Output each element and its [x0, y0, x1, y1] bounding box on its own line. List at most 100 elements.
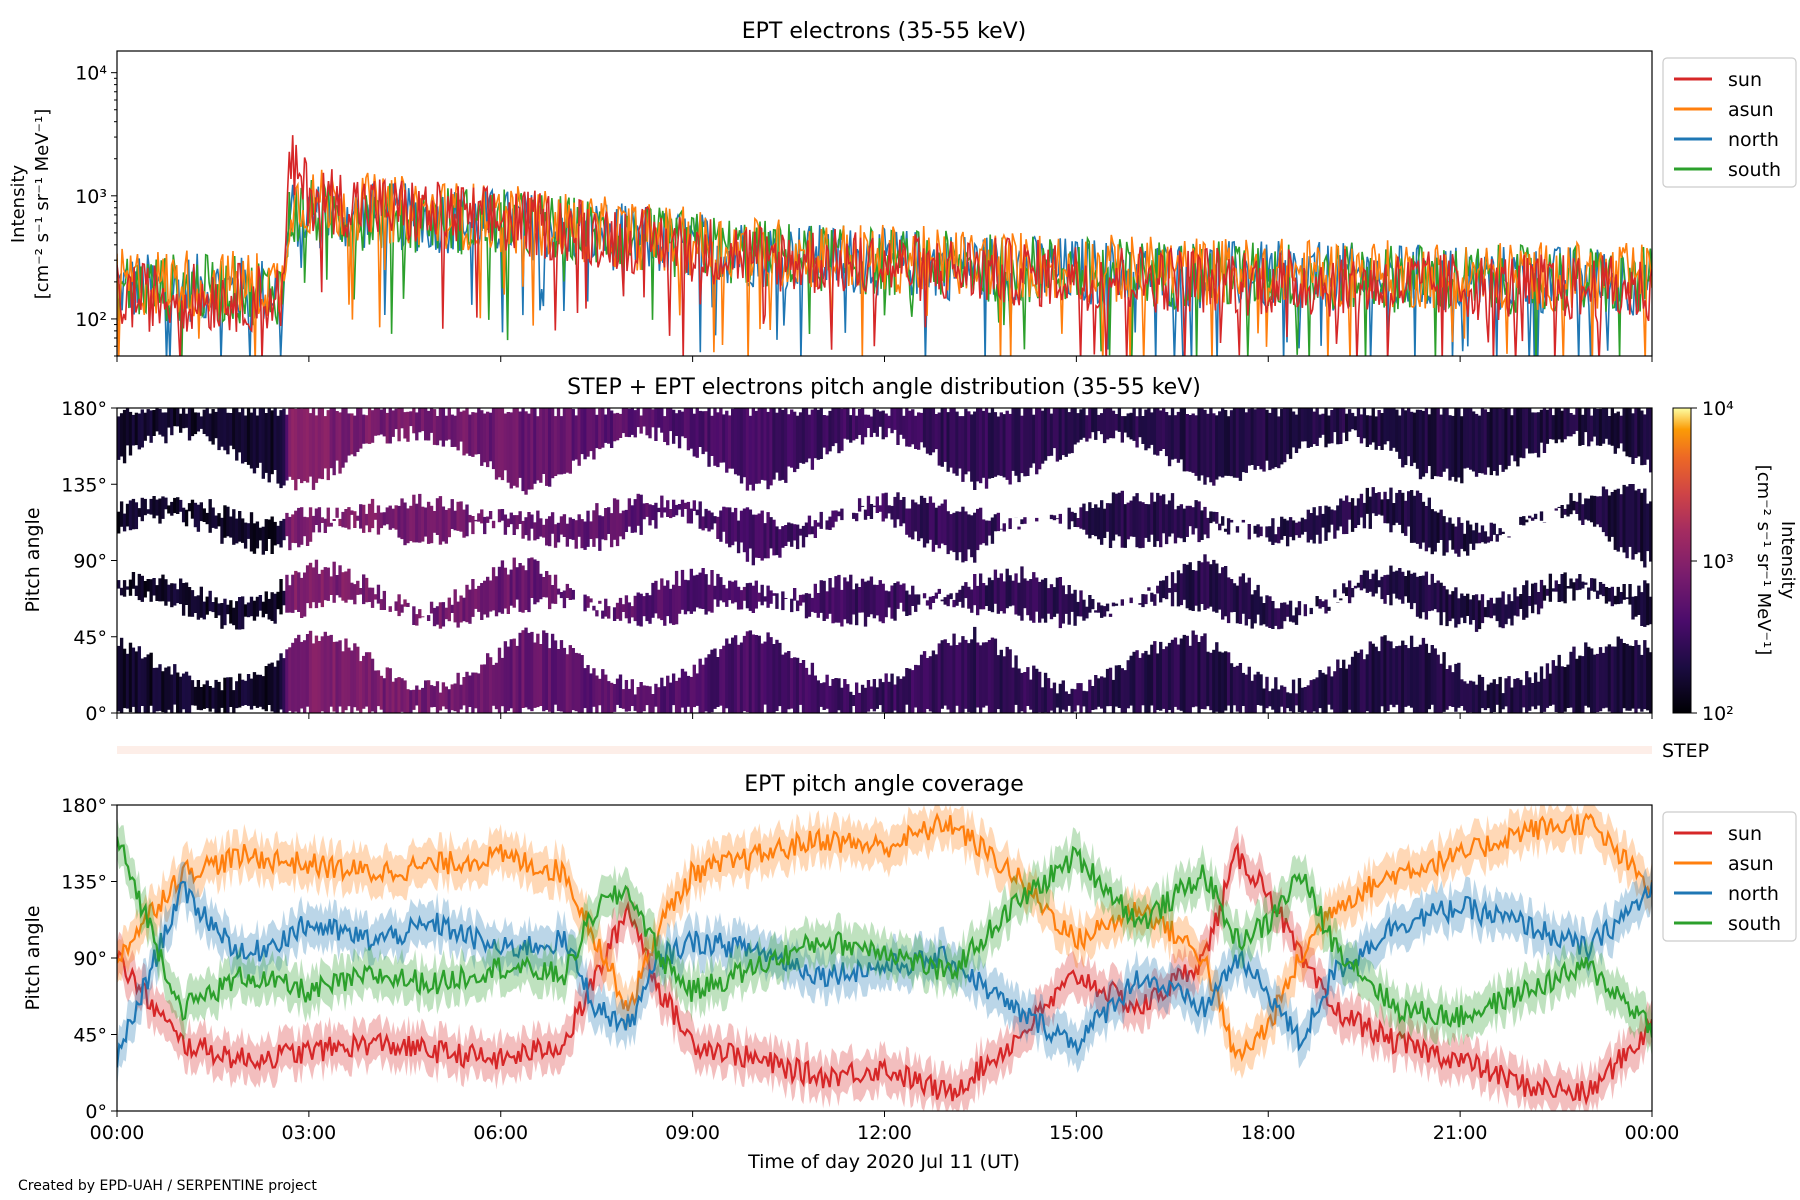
- pad-heatmap-cell: [577, 408, 581, 466]
- pad-heatmap-cell: [589, 598, 593, 603]
- pad-heatmap-cell: [332, 641, 336, 712]
- pad-heatmap-cell: [480, 583, 484, 620]
- pad-heatmap-cell: [648, 686, 652, 713]
- pad-heatmap-cell: [1043, 672, 1048, 713]
- pad-heatmap-cell: [633, 410, 637, 438]
- pad-heatmap-cell: [1153, 594, 1157, 606]
- pad-heatmap-cell: [592, 408, 596, 460]
- pad-heatmap-cell: [311, 515, 316, 533]
- pad-heatmap-cell: [595, 675, 599, 713]
- pad-heatmap-cell: [143, 657, 147, 713]
- pad-heatmap-cell: [397, 408, 401, 442]
- pad-heatmap-cell: [465, 584, 469, 623]
- pad-heatmap-cell: [1135, 416, 1139, 448]
- pad-heatmap-cell: [403, 599, 407, 607]
- pad-heatmap-cell: [919, 654, 924, 713]
- pad-heatmap-cell: [483, 516, 487, 535]
- pad-heatmap-cell: [831, 408, 835, 447]
- pad-heatmap-cell: [453, 683, 457, 712]
- intensity-ytick-label-0: 10²: [75, 309, 107, 331]
- pad-heatmap-cell: [822, 415, 826, 448]
- pad-heatmap-cell: [1176, 505, 1181, 538]
- pad-heatmap-cell: [660, 408, 664, 433]
- pad-heatmap-cell: [984, 642, 989, 706]
- pad-heatmap-cell: [604, 414, 608, 443]
- pad-heatmap-cell: [1097, 507, 1101, 540]
- pad-heatmap-cell: [173, 664, 177, 705]
- pad-heatmap-cell: [825, 591, 829, 619]
- pad-heatmap-cell: [344, 509, 348, 528]
- pad-heatmap-cell: [1569, 413, 1573, 437]
- pad-heatmap-cell: [1442, 516, 1446, 556]
- pad-heatmap-cell: [238, 673, 242, 708]
- pad-heatmap-cell: [1188, 505, 1192, 527]
- pad-heatmap-cell: [1486, 600, 1491, 618]
- pad-heatmap-cell: [477, 513, 481, 522]
- pad-heatmap-cell: [1339, 668, 1343, 713]
- pad-heatmap-cell: [592, 668, 596, 707]
- pad-heatmap-cell: [1374, 493, 1378, 516]
- pad-heatmap-cell: [1628, 484, 1632, 547]
- pad-heatmap-cell: [503, 567, 508, 609]
- pad-heatmap-cell: [595, 503, 599, 539]
- pad-heatmap-cell: [485, 576, 490, 618]
- pad-heatmap-cell: [993, 412, 998, 477]
- pad-heatmap-cell: [1395, 570, 1399, 599]
- pad-heatmap-cell: [391, 410, 395, 437]
- intensity-legend[interactable]: sun asun north south: [1662, 57, 1797, 188]
- pad-heatmap-cell: [1318, 506, 1322, 544]
- pad-heatmap-cell: [491, 567, 496, 611]
- pad-heatmap-cell: [1560, 410, 1564, 443]
- pad-heatmap-cell: [946, 594, 950, 607]
- pad-heatmap-cell: [686, 580, 691, 612]
- pad-heatmap-cell: [235, 518, 239, 544]
- pad-heatmap-cell: [689, 676, 694, 713]
- pad-heatmap-cell: [1005, 646, 1009, 713]
- pad-heatmap-cell: [1197, 560, 1201, 612]
- pad-heatmap-cell: [840, 589, 844, 627]
- pad-heatmap-cell: [1082, 690, 1086, 707]
- pad-heatmap-cell: [471, 516, 475, 535]
- pad-heatmap-cell: [1454, 526, 1458, 554]
- pad-heatmap-cell: [249, 596, 254, 617]
- pad-heatmap-cell: [1507, 676, 1511, 713]
- pad-heatmap-cell: [506, 412, 510, 483]
- coverage-legend[interactable]: sun asun north south: [1662, 811, 1797, 942]
- pad-heatmap-cell: [970, 639, 974, 713]
- pad-heatmap-cell: [601, 610, 605, 619]
- pad-heatmap-cell: [813, 675, 817, 713]
- pad-heatmap-cell: [748, 415, 753, 485]
- pad-heatmap-cell: [1454, 663, 1458, 712]
- pad-heatmap-cell: [524, 517, 528, 536]
- pad-heatmap-cell: [1097, 602, 1101, 613]
- pad-heatmap-cell: [722, 584, 726, 603]
- pad-heatmap-cell: [872, 679, 877, 712]
- pad-heatmap-cell: [1179, 638, 1184, 711]
- pad-heatmap-cell: [353, 415, 357, 457]
- pad-heatmap-cell: [317, 573, 322, 603]
- pad-heatmap-cell: [468, 589, 472, 624]
- pad-heatmap-cell: [946, 511, 950, 555]
- pad-heatmap-cell: [1519, 516, 1523, 525]
- pad-heatmap-cell: [1197, 642, 1201, 713]
- pad-heatmap-cell: [1592, 408, 1597, 437]
- pad-heatmap-cell: [1359, 649, 1364, 713]
- pad-heatmap-cell: [1055, 577, 1060, 614]
- pad-heatmap-cell: [341, 511, 345, 528]
- pad-heatmap-cell: [736, 586, 741, 610]
- pad-heatmap-cell: [276, 415, 280, 484]
- pad-heatmap-cell: [663, 507, 667, 513]
- pad-heatmap-cell: [1114, 414, 1119, 431]
- pad-heatmap-cell: [1646, 647, 1650, 711]
- pad-heatmap-cell: [1463, 681, 1467, 711]
- pad-heatmap-cell: [131, 647, 136, 707]
- pad-heatmap-cell: [1486, 412, 1491, 468]
- pad-heatmap-cell: [1551, 588, 1555, 592]
- pad-heatmap-cell: [279, 579, 283, 615]
- pad-heatmap-cell: [790, 523, 794, 547]
- pad-heatmap-cell: [1306, 408, 1310, 448]
- pad-heatmap-cell: [1129, 412, 1133, 440]
- pad-heatmap-cell: [205, 408, 209, 437]
- pad-heatmap-cell: [341, 651, 345, 713]
- pad-heatmap-cell: [887, 505, 891, 514]
